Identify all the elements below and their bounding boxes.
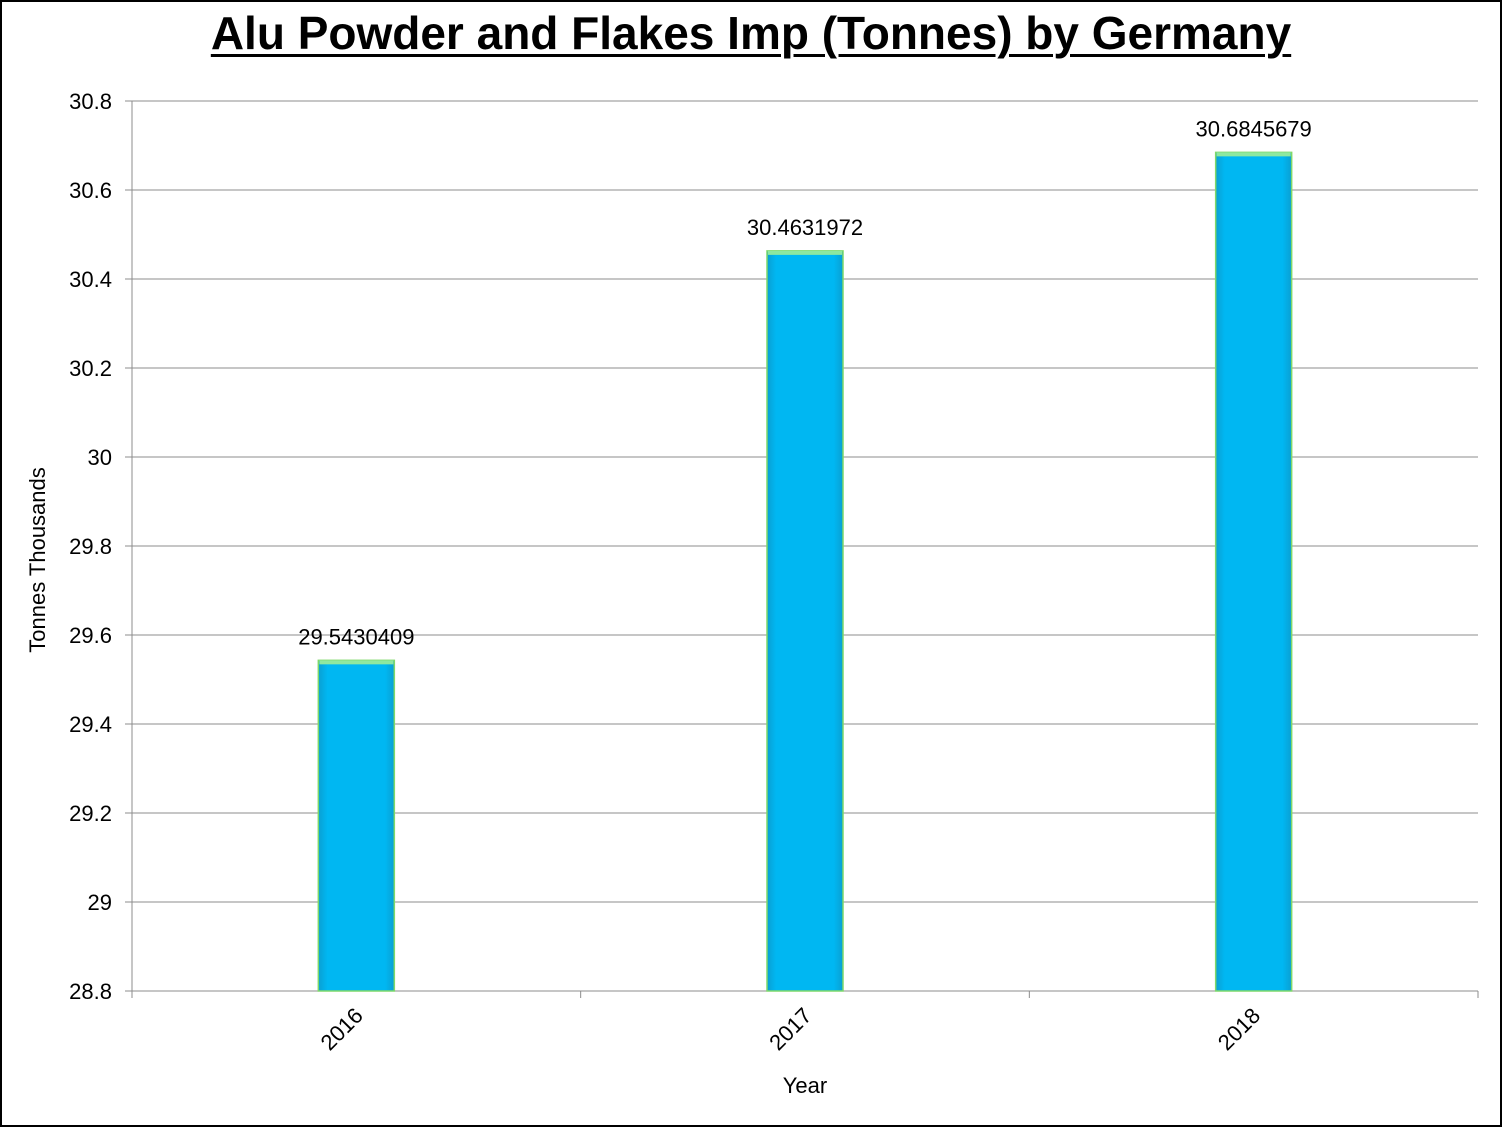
y-tick-label: 30.2 (69, 356, 112, 381)
y-tick-label: 28.8 (69, 979, 112, 1004)
x-axis-title: Year (783, 1073, 827, 1098)
y-tick-label: 30 (88, 445, 112, 470)
tick-labels: 28.8 29 29.2 29.4 29.6 29.8 30 30.2 30.4 30.6 30.8… (69, 89, 1265, 1055)
x-tick-label: 2017 (764, 1003, 816, 1055)
y-tick-label: 30.6 (69, 178, 112, 203)
bars (317, 151, 1293, 992)
bar-2017 (766, 250, 844, 992)
bar-top-highlight (1216, 152, 1291, 157)
y-tick-label: 30.4 (69, 267, 112, 292)
y-tick-label: 29.8 (69, 534, 112, 559)
data-labels: 29.5430409 30.4631972 30.6845679 (298, 116, 1312, 649)
bar-top-highlight (319, 660, 394, 665)
bar-2018 (1214, 151, 1293, 992)
y-axis-title: Tonnes Thousands (25, 467, 50, 653)
data-label-2018: 30.6845679 (1196, 116, 1312, 141)
y-tick-label: 29 (88, 890, 112, 915)
y-tick-label: 29.6 (69, 623, 112, 648)
bar-top-highlight (768, 250, 842, 255)
x-tick-label: 2016 (316, 1003, 368, 1055)
chart-title: Alu Powder and Flakes Imp (Tonnes) by Ge… (210, 7, 1292, 59)
y-tick-label: 29.2 (69, 801, 112, 826)
data-label-2017: 30.4631972 (747, 215, 863, 240)
x-tick-label: 2018 (1213, 1003, 1265, 1055)
y-tick-label: 30.8 (69, 89, 112, 114)
bar-2016 (317, 659, 396, 992)
data-label-2016: 29.5430409 (298, 624, 414, 649)
y-tick-label: 29.4 (69, 712, 112, 737)
